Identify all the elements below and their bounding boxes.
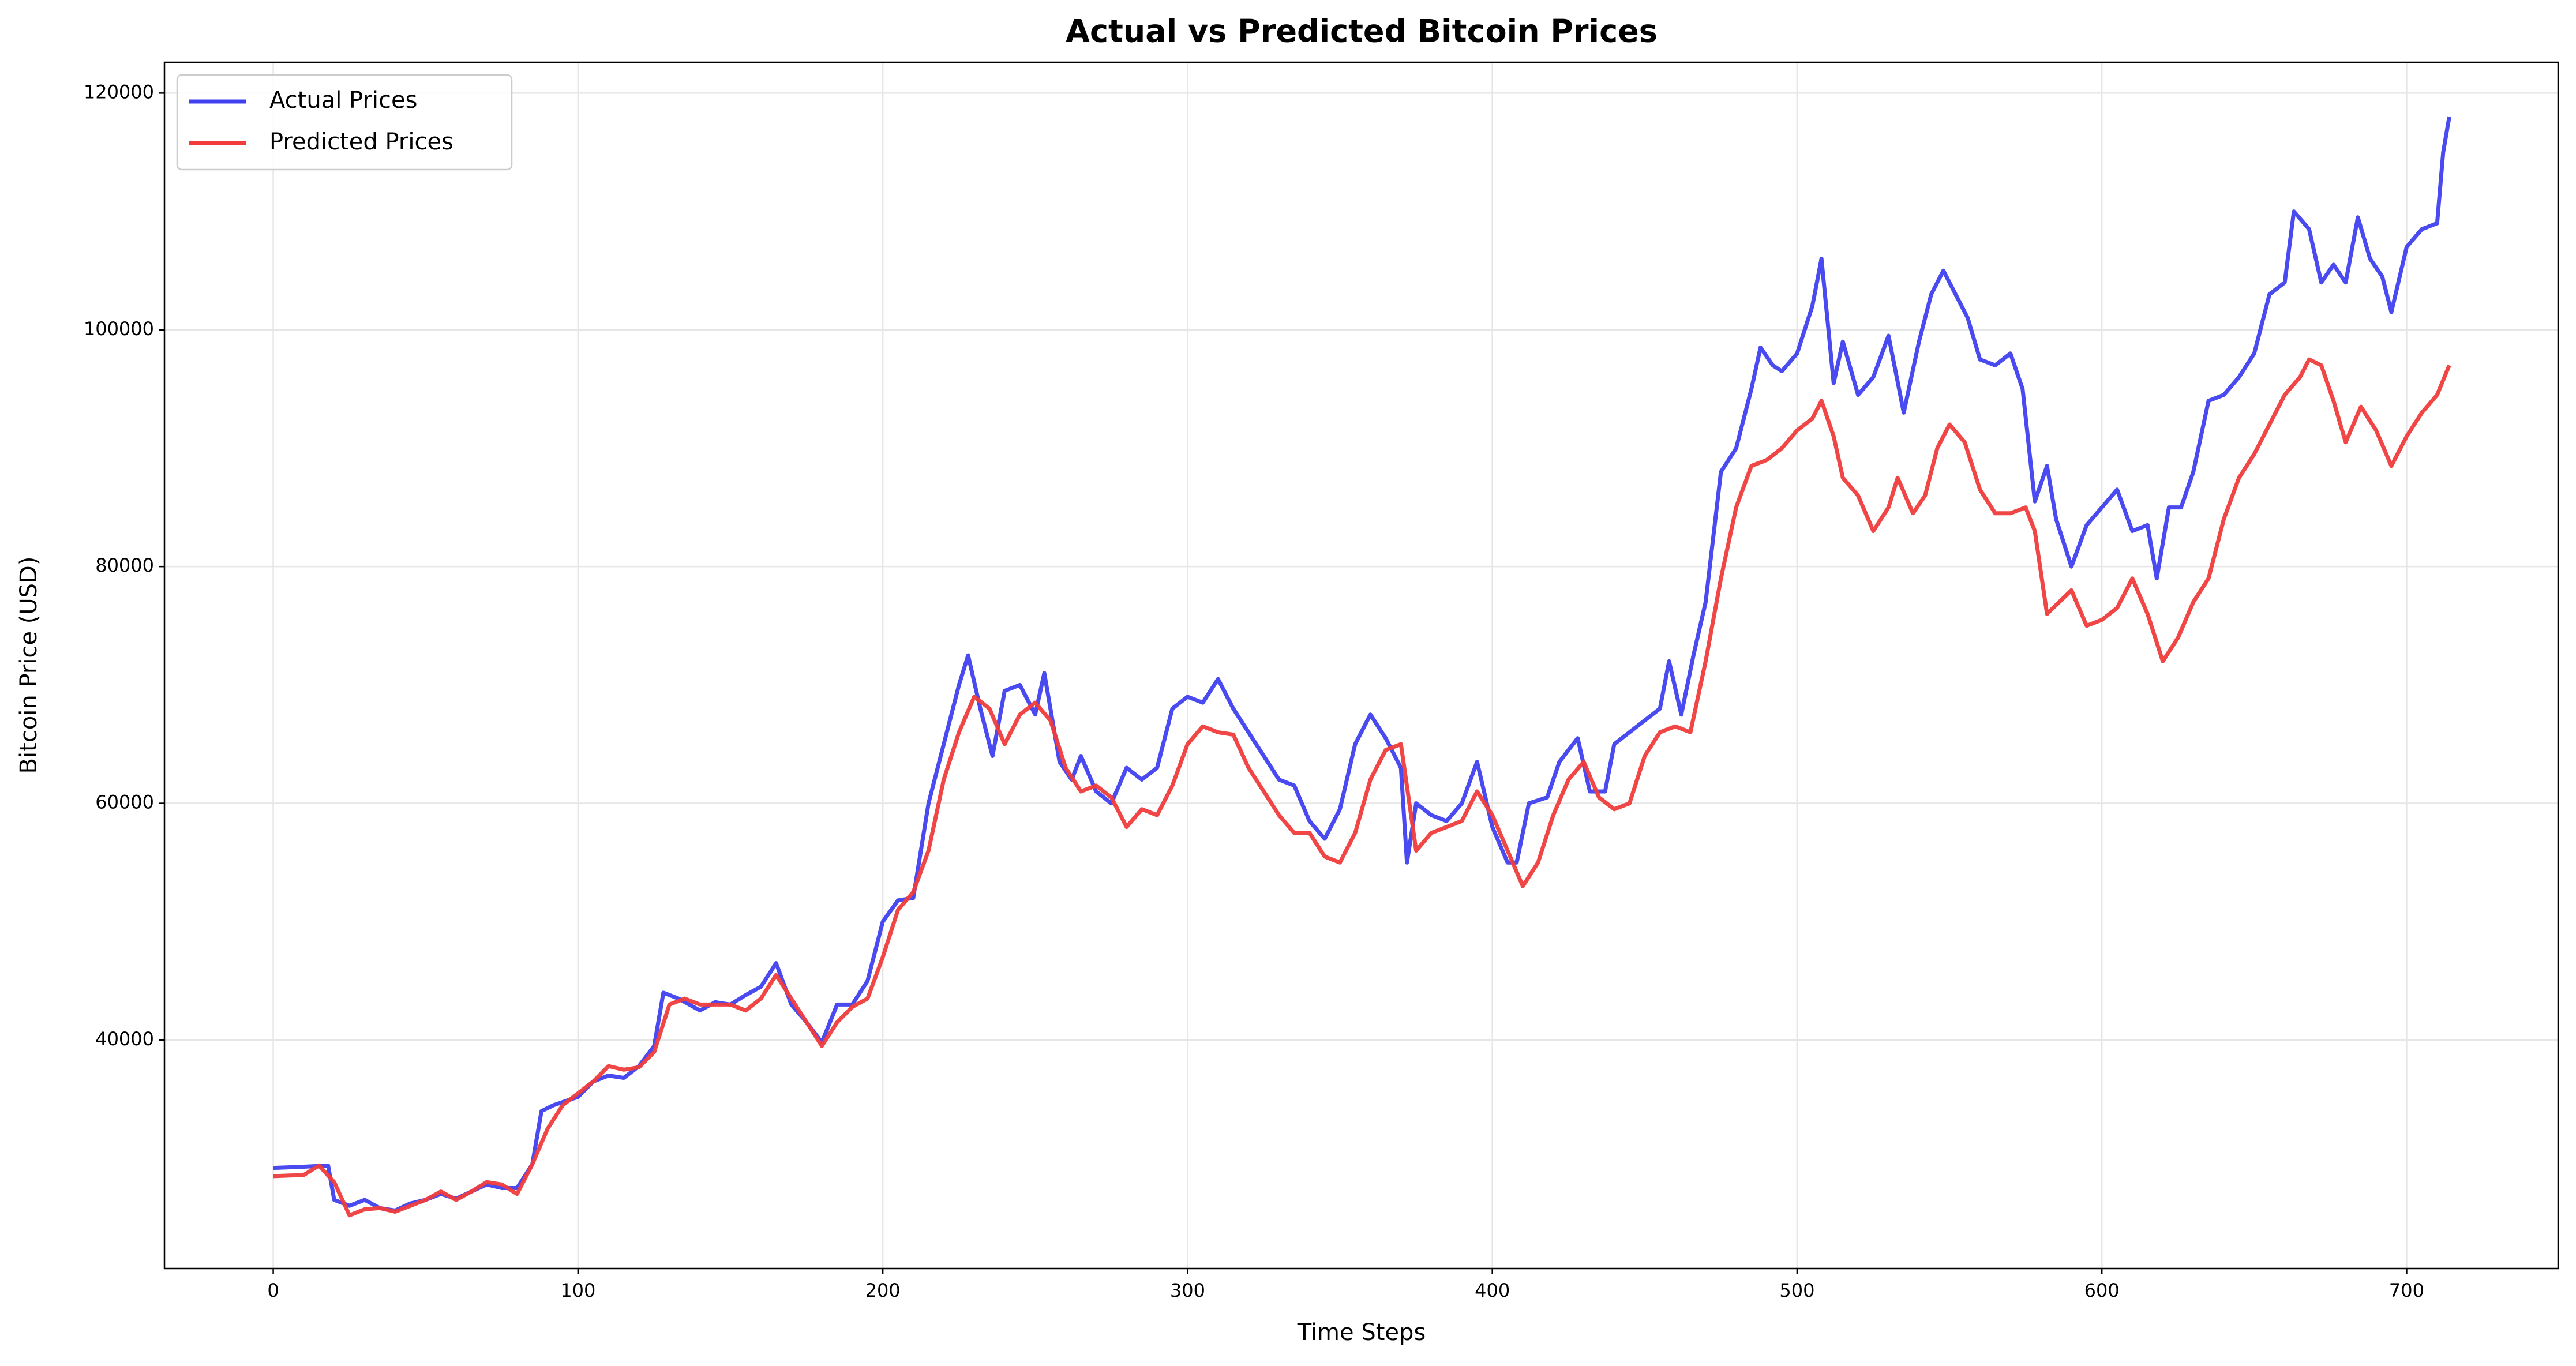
chart-title: Actual vs Predicted Bitcoin Prices: [1066, 13, 1658, 50]
x-tick-label: 500: [1779, 1279, 1814, 1301]
x-tick-label: 100: [560, 1279, 595, 1301]
y-axis-label: Bitcoin Price (USD): [16, 557, 42, 774]
plot-frame: [163, 61, 2559, 1270]
x-tick-label: 200: [865, 1279, 901, 1301]
legend-label: Predicted Prices: [269, 129, 453, 155]
data-line: [273, 116, 2451, 1213]
x-tick-label: 700: [2389, 1279, 2424, 1301]
x-tick-label: 300: [1170, 1279, 1205, 1301]
x-tick-label: 0: [267, 1279, 279, 1301]
x-tick-label: 600: [2084, 1279, 2120, 1301]
legend-label: Actual Prices: [269, 87, 417, 114]
y-tick-label: 60000: [95, 791, 154, 813]
y-tick-label: 100000: [84, 318, 154, 340]
data-line: [273, 357, 2451, 1218]
y-tick-label: 120000: [84, 81, 154, 103]
x-tick-label: 400: [1475, 1279, 1510, 1301]
y-tick-label: 40000: [95, 1028, 154, 1050]
legend-box: [176, 74, 513, 171]
y-tick-label: 80000: [95, 554, 154, 576]
x-axis-label: Time Steps: [1297, 1319, 1426, 1346]
